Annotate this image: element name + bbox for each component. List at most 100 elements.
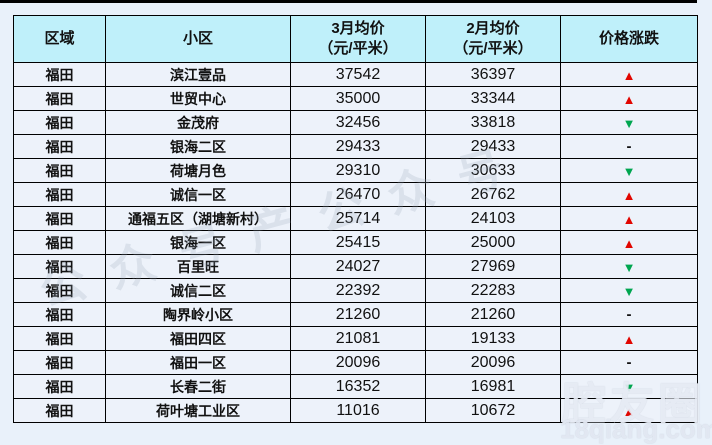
february-price-cell: 30633 — [425, 158, 561, 183]
region-cell: 福田 — [13, 158, 106, 183]
region-cell: 福田 — [13, 230, 106, 255]
header-trend: 价格涨跌 — [560, 15, 698, 63]
march-price-cell: 29433 — [290, 134, 426, 159]
trend-cell: ▲ — [560, 62, 698, 87]
up-arrow-icon: ▲ — [622, 91, 636, 107]
up-arrow-icon: ▲ — [622, 211, 636, 227]
trend-cell: ▼ — [560, 110, 698, 135]
table-row: 福田 荷叶塘工业区 11016 10672 ▲ — [13, 398, 698, 423]
february-price-cell: 36397 — [425, 62, 561, 87]
community-cell: 荷塘月色 — [105, 158, 291, 183]
region-cell: 福田 — [13, 326, 106, 351]
trend-cell: ▼ — [560, 278, 698, 303]
community-cell: 诚信一区 — [105, 182, 291, 207]
down-arrow-icon: ▼ — [622, 259, 636, 275]
march-price-cell: 32456 — [290, 110, 426, 135]
community-cell: 银海二区 — [105, 134, 291, 159]
table-row: 福田 金茂府 32456 33818 ▼ — [13, 110, 698, 135]
february-price-cell: 19133 — [425, 326, 561, 351]
february-price-cell: 22283 — [425, 278, 561, 303]
community-cell: 百里旺 — [105, 254, 291, 279]
march-price-cell: 25415 — [290, 230, 426, 255]
header-march-line2: （元/平米） — [318, 40, 398, 57]
table-row: 福田 通福五区（湖塘新村） 25714 24103 ▲ — [13, 206, 698, 231]
february-price-cell: 20096 — [425, 350, 561, 375]
header-february-line1: 2月均价 — [466, 19, 520, 37]
trend-cell: - — [560, 350, 698, 375]
table-row: 福田 陶界岭小区 21260 21260- — [13, 302, 698, 327]
region-cell: 福田 — [13, 278, 106, 303]
february-price-cell: 25000 — [425, 230, 561, 255]
region-cell: 福田 — [13, 134, 106, 159]
trend-cell: ▲ — [560, 206, 698, 231]
table-row: 福田 银海二区 29433 29433- — [13, 134, 698, 159]
up-arrow-icon: ▲ — [622, 235, 636, 251]
table-row: 福田 福田一区 20096 20096- — [13, 350, 698, 375]
february-price-cell: 33344 — [425, 86, 561, 111]
february-price-cell: 10672 — [425, 398, 561, 423]
community-cell: 诚信二区 — [105, 278, 291, 303]
table-row: 福田 福田四区 21081 19133 ▲ — [13, 326, 698, 351]
up-arrow-icon: ▲ — [622, 403, 636, 419]
trend-cell: ▲ — [560, 86, 698, 111]
table-row: 福田 世贸中心 35000 33344 ▲ — [13, 86, 698, 111]
header-region-label: 区域 — [44, 29, 75, 47]
region-cell: 福田 — [13, 86, 106, 111]
march-price-cell: 21081 — [290, 326, 426, 351]
community-cell: 长春二街 — [105, 374, 291, 399]
trend-cell: ▼ — [560, 254, 698, 279]
community-cell: 陶界岭小区 — [105, 302, 291, 327]
table-row: 福田 银海一区 25415 25000 ▲ — [13, 230, 698, 255]
community-cell: 金茂府 — [105, 110, 291, 135]
march-price-cell: 25714 — [290, 206, 426, 231]
header-region: 区域 — [13, 15, 106, 63]
february-price-cell: 21260 — [425, 302, 561, 327]
header-community-label: 小区 — [182, 29, 213, 47]
trend-cell: ▼ — [560, 158, 698, 183]
header-february-line2: （元/平米） — [453, 40, 533, 57]
community-cell: 世贸中心 — [105, 86, 291, 111]
no-change-dash: - — [626, 138, 632, 155]
table-row: 福田 滨江壹品 37542 36397 ▲ — [13, 62, 698, 87]
up-arrow-icon: ▲ — [622, 67, 636, 83]
header-trend-label: 价格涨跌 — [598, 29, 659, 47]
march-price-cell: 16352 — [290, 374, 426, 399]
february-price-cell: 16981 — [425, 374, 561, 399]
trend-cell: ▼ — [560, 374, 698, 399]
region-cell: 福田 — [13, 302, 106, 327]
table-row: 福田 荷塘月色 29310 30633 ▼ — [13, 158, 698, 183]
down-arrow-icon: ▼ — [622, 379, 636, 395]
community-cell: 福田四区 — [105, 326, 291, 351]
february-price-cell: 27969 — [425, 254, 561, 279]
march-price-cell: 35000 — [290, 86, 426, 111]
header-row: 区域 小区 3月均价 （元/平米） 2月均价 （元/平米） 价格涨跌 — [13, 15, 698, 63]
housing-price-table: 区域 小区 3月均价 （元/平米） 2月均价 （元/平米） 价格涨跌 福田 滨江壹… — [13, 15, 698, 423]
community-cell: 通福五区（湖塘新村） — [105, 206, 291, 231]
trend-cell: - — [560, 302, 698, 327]
march-price-cell: 37542 — [290, 62, 426, 87]
region-cell: 福田 — [13, 110, 106, 135]
table-row: 福田 诚信一区 26470 26762 ▲ — [13, 182, 698, 207]
down-arrow-icon: ▼ — [622, 163, 636, 179]
march-price-cell: 11016 — [290, 398, 426, 423]
table-body: 福田 滨江壹品 37542 36397 ▲ 福田 世贸中心 35000 33344 ▲ 福田 金茂府 3… — [13, 62, 698, 423]
march-price-cell: 21260 — [290, 302, 426, 327]
header-february-price: 2月均价 （元/平米） — [425, 15, 561, 63]
february-price-cell: 24103 — [425, 206, 561, 231]
table-row: 福田 长春二街 16352 16981 ▼ — [13, 374, 698, 399]
february-price-cell: 29433 — [425, 134, 561, 159]
region-cell: 福田 — [13, 350, 106, 375]
header-community: 小区 — [105, 15, 291, 63]
region-cell: 福田 — [13, 62, 106, 87]
march-price-cell: 24027 — [290, 254, 426, 279]
no-change-dash: - — [626, 354, 632, 371]
down-arrow-icon: ▼ — [622, 115, 636, 131]
region-cell: 福田 — [13, 398, 106, 423]
no-change-dash: - — [626, 306, 632, 323]
table-row: 福田 百里旺 24027 27969 ▼ — [13, 254, 698, 279]
community-cell: 滨江壹品 — [105, 62, 291, 87]
down-arrow-icon: ▼ — [622, 283, 636, 299]
trend-cell: ▲ — [560, 230, 698, 255]
march-price-cell: 22392 — [290, 278, 426, 303]
header-march-price: 3月均价 （元/平米） — [290, 15, 426, 63]
